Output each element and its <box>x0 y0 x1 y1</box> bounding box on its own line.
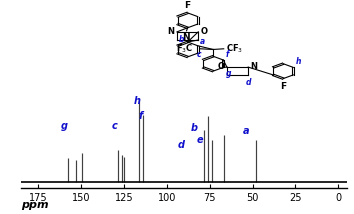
Text: c: c <box>112 121 118 131</box>
Text: f: f <box>225 50 229 59</box>
Text: CF$_3$: CF$_3$ <box>226 43 243 55</box>
Text: e: e <box>197 135 204 145</box>
Text: N: N <box>167 27 175 36</box>
Text: ppm: ppm <box>21 200 49 210</box>
Text: N: N <box>182 33 190 42</box>
Text: a: a <box>200 37 205 46</box>
Text: g: g <box>226 69 232 78</box>
Text: c: c <box>196 50 201 59</box>
Text: F: F <box>184 1 191 10</box>
Text: h: h <box>296 57 301 66</box>
Text: O: O <box>201 27 208 36</box>
Text: F: F <box>280 82 286 91</box>
Text: b: b <box>179 35 185 44</box>
Text: g: g <box>61 121 68 131</box>
Text: a: a <box>242 126 249 136</box>
Text: d: d <box>177 140 184 150</box>
Text: d: d <box>245 78 251 87</box>
Text: h: h <box>133 96 141 106</box>
Text: b: b <box>191 123 198 133</box>
Text: N: N <box>251 62 258 71</box>
Text: f: f <box>138 111 143 120</box>
Text: F$_3$C: F$_3$C <box>176 43 193 55</box>
Text: O: O <box>217 62 224 71</box>
